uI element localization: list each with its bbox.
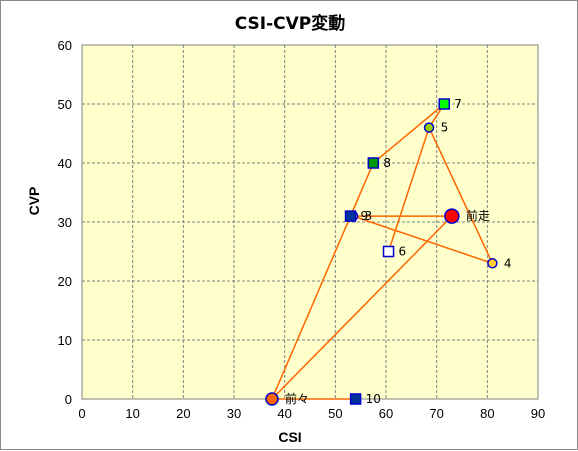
x-tick-label: 50 — [328, 406, 342, 421]
data-label: 4 — [504, 256, 512, 270]
y-tick-label: 40 — [58, 156, 72, 171]
y-tick-label: 30 — [58, 215, 72, 230]
data-label: 9 — [361, 209, 369, 223]
x-tick-label: 40 — [277, 406, 291, 421]
data-point — [382, 245, 395, 258]
data-label: 前走 — [466, 208, 490, 223]
data-label: 7 — [454, 97, 462, 111]
data-label: 8 — [383, 156, 391, 170]
series-segment — [387, 127, 430, 252]
x-tick-label: 10 — [125, 406, 139, 421]
data-point — [438, 98, 451, 110]
x-axis-label: CSI — [278, 429, 301, 445]
data-point — [444, 208, 460, 224]
y-tick-label: 0 — [65, 392, 72, 407]
data-point — [367, 157, 380, 169]
data-point — [344, 210, 357, 222]
data-point — [423, 122, 435, 133]
data-label: 6 — [399, 245, 407, 259]
x-tick-label: 20 — [176, 406, 190, 421]
data-label: 前々 — [285, 391, 309, 406]
series-line — [270, 103, 494, 400]
y-tick-label: 50 — [58, 97, 72, 112]
x-tick-label: 80 — [480, 406, 494, 421]
y-tick-label: 10 — [58, 333, 72, 348]
y-tick-label: 20 — [58, 274, 72, 289]
x-tick-label: 30 — [227, 406, 241, 421]
data-point — [349, 393, 362, 405]
x-tick-label: 60 — [379, 406, 393, 421]
y-axis-label: CVP — [26, 187, 42, 216]
data-label: 10 — [366, 392, 381, 406]
data-label: 5 — [441, 121, 449, 135]
x-tick-label: 0 — [78, 406, 85, 421]
y-tick-label: 60 — [58, 38, 72, 53]
x-tick-label: 90 — [531, 406, 545, 421]
chart-title: CSI-CVP変動 — [235, 13, 346, 34]
data-label: 3 — [365, 209, 373, 223]
data-point — [487, 258, 498, 269]
data-point — [265, 392, 279, 406]
x-tick-label: 70 — [429, 406, 443, 421]
